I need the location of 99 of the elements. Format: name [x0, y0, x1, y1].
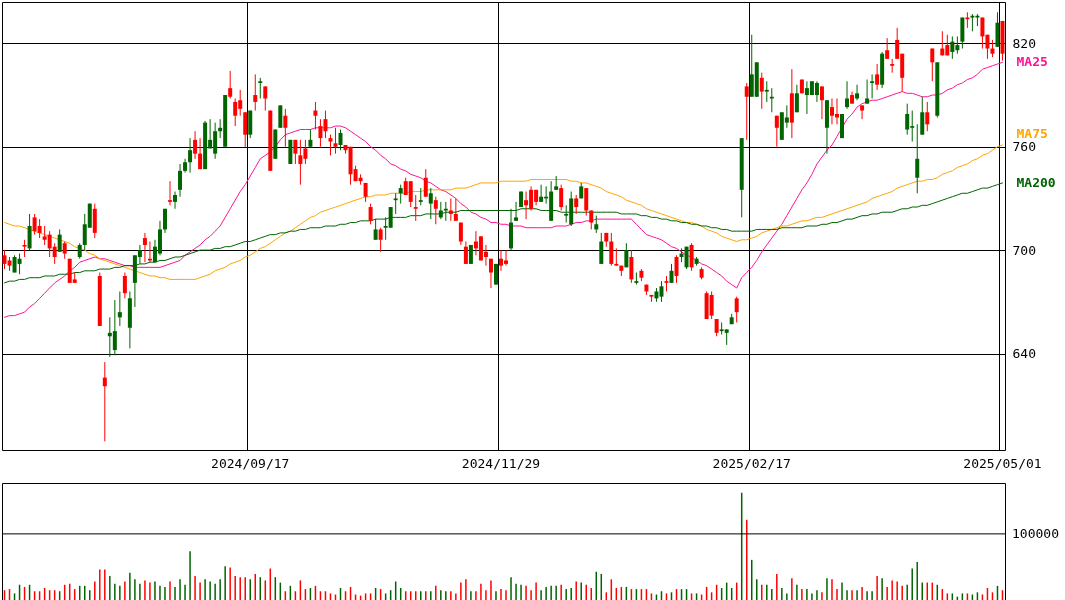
- candlestick: [559, 184, 564, 211]
- candlestick: [373, 218, 378, 241]
- line-series: [4, 61, 1003, 318]
- candlestick: [448, 197, 453, 222]
- candlestick: [734, 296, 739, 323]
- candlestick: [173, 191, 178, 210]
- candlestick: [142, 232, 147, 263]
- x-tick-label: 2024/09/17: [211, 455, 290, 471]
- candlestick: [915, 123, 920, 194]
- candlestick: [980, 17, 985, 50]
- candlestick: [629, 249, 634, 284]
- candlestick: [27, 213, 32, 251]
- candlestick: [408, 180, 413, 208]
- candlestick: [178, 163, 183, 198]
- candlestick: [584, 187, 589, 217]
- candlestick: [193, 130, 198, 160]
- candlestick: [794, 84, 799, 113]
- candlestick: [233, 97, 238, 127]
- y-tick-label: 700: [1012, 242, 1036, 258]
- candlestick: [423, 168, 428, 198]
- candlestick: [920, 96, 925, 136]
- candlestick: [57, 228, 62, 253]
- x-tick-label: 2024/11/29: [461, 455, 541, 471]
- candlestick: [865, 79, 870, 105]
- candlestick: [328, 134, 333, 156]
- candlestick: [112, 299, 117, 356]
- candlestick: [759, 72, 764, 110]
- candlestick: [624, 242, 629, 268]
- candlestick: [609, 232, 614, 267]
- candlestick: [574, 194, 579, 215]
- candlestick: [885, 37, 890, 60]
- candlestick: [674, 254, 679, 284]
- candlestick: [318, 118, 323, 148]
- candlestick: [463, 241, 468, 265]
- candlestick: [258, 77, 263, 99]
- candlestick: [855, 84, 860, 101]
- candlestick: [870, 73, 875, 99]
- candlestick: [905, 103, 910, 136]
- candlestick: [845, 80, 850, 110]
- x-tick-label: 2025/05/01: [963, 455, 1042, 471]
- series-label: MA75: [1016, 125, 1048, 141]
- candlestick: [393, 192, 398, 215]
- candlestick: [875, 63, 880, 91]
- candlestick: [689, 242, 694, 272]
- candlestick: [388, 206, 393, 229]
- series-label: MA25: [1016, 54, 1048, 70]
- candlestick: [17, 253, 22, 275]
- y-tick-label: 820: [1012, 35, 1036, 51]
- candlestick: [819, 85, 824, 120]
- candlestick: [162, 208, 167, 234]
- candlestick: [378, 227, 383, 253]
- candlestick: [368, 203, 373, 225]
- candlestick: [539, 184, 544, 203]
- line-series: [4, 182, 1003, 284]
- candlestick: [774, 115, 779, 148]
- text: 100000: [1012, 525, 1059, 541]
- candlestick: [243, 111, 248, 148]
- candlestick: [293, 139, 298, 165]
- candlestick: [744, 82, 749, 141]
- candlestick: [188, 137, 193, 174]
- candlestick: [614, 247, 619, 267]
- candlestick: [122, 272, 127, 299]
- y-tick-label: 760: [1012, 139, 1036, 155]
- line-series: [4, 144, 1003, 280]
- y-tick-label: 640: [1012, 346, 1036, 362]
- candlestick: [428, 187, 433, 220]
- candlestick: [514, 201, 519, 222]
- candlestick: [930, 48, 935, 82]
- candlestick: [37, 218, 42, 239]
- candlestick: [488, 258, 493, 289]
- candlestick: [168, 180, 172, 206]
- candlestick: [925, 101, 930, 132]
- candlestick: [333, 127, 338, 155]
- x-tick-label: 2025/02/17: [712, 455, 791, 471]
- candlestick: [313, 101, 318, 131]
- candlestick: [413, 194, 418, 222]
- candlestick: [338, 129, 343, 151]
- candlestick: [117, 290, 122, 327]
- candlestick: [814, 80, 819, 103]
- candlestick: [433, 196, 438, 225]
- candlestick: [709, 290, 714, 320]
- candlestick: [263, 85, 268, 112]
- candlestick: [228, 70, 233, 99]
- candlestick: [298, 139, 303, 186]
- candlestick: [283, 108, 288, 148]
- series-label: MA200: [1016, 174, 1056, 190]
- candlestick: [453, 197, 458, 222]
- candlestick: [950, 35, 955, 60]
- candlestick: [764, 80, 769, 103]
- candlestick: [860, 104, 865, 120]
- candlestick: [198, 137, 203, 170]
- candlestick: [599, 232, 604, 265]
- candlestick: [669, 263, 674, 284]
- candlestick: [102, 361, 107, 442]
- candlestick: [589, 209, 594, 230]
- candlestick: [278, 104, 283, 129]
- candlestick: [524, 191, 529, 220]
- candlestick: [398, 184, 403, 205]
- candlestick: [253, 73, 258, 112]
